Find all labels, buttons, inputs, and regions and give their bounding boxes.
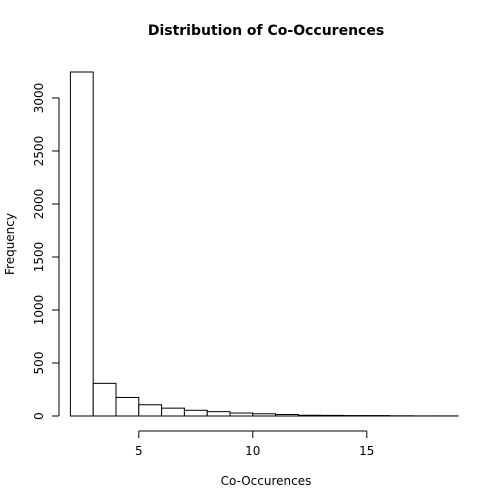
- histogram-bar: [275, 414, 299, 417]
- histogram-bar: [297, 414, 322, 417]
- y-axis-label: Frequency: [3, 213, 17, 275]
- histogram-bar: [92, 382, 117, 417]
- x-axis: 5 10 15: [135, 430, 374, 458]
- histogram-bar: [252, 413, 277, 417]
- histogram-bars: [69, 71, 459, 417]
- histogram-bar: [138, 404, 163, 417]
- y-tick-label: 1000: [32, 295, 46, 326]
- y-tick-label: 3000: [32, 83, 46, 114]
- histogram-bar: [69, 71, 94, 417]
- x-tick-label: 15: [359, 444, 374, 458]
- x-tick-label: 5: [135, 444, 143, 458]
- histogram-bar: [320, 414, 345, 417]
- histogram-bar: [115, 396, 140, 417]
- x-tick-label: 10: [245, 444, 260, 458]
- histogram-bar: [206, 411, 231, 417]
- chart-title: Distribution of Co-Occurences: [148, 23, 384, 39]
- y-tick-label: 2000: [32, 189, 46, 220]
- y-tick-label: 1500: [32, 242, 46, 273]
- y-tick-label: 0: [32, 412, 46, 420]
- y-tick-label: 2500: [32, 136, 46, 167]
- y-axis: 0 500 1000 1500 2000 2500 3000: [32, 83, 60, 420]
- histogram-bar: [229, 412, 254, 417]
- histogram-bar: [183, 409, 208, 417]
- y-tick-label: 500: [32, 352, 46, 375]
- histogram-bar: [161, 407, 185, 417]
- x-axis-label: Co-Occurences: [221, 474, 312, 488]
